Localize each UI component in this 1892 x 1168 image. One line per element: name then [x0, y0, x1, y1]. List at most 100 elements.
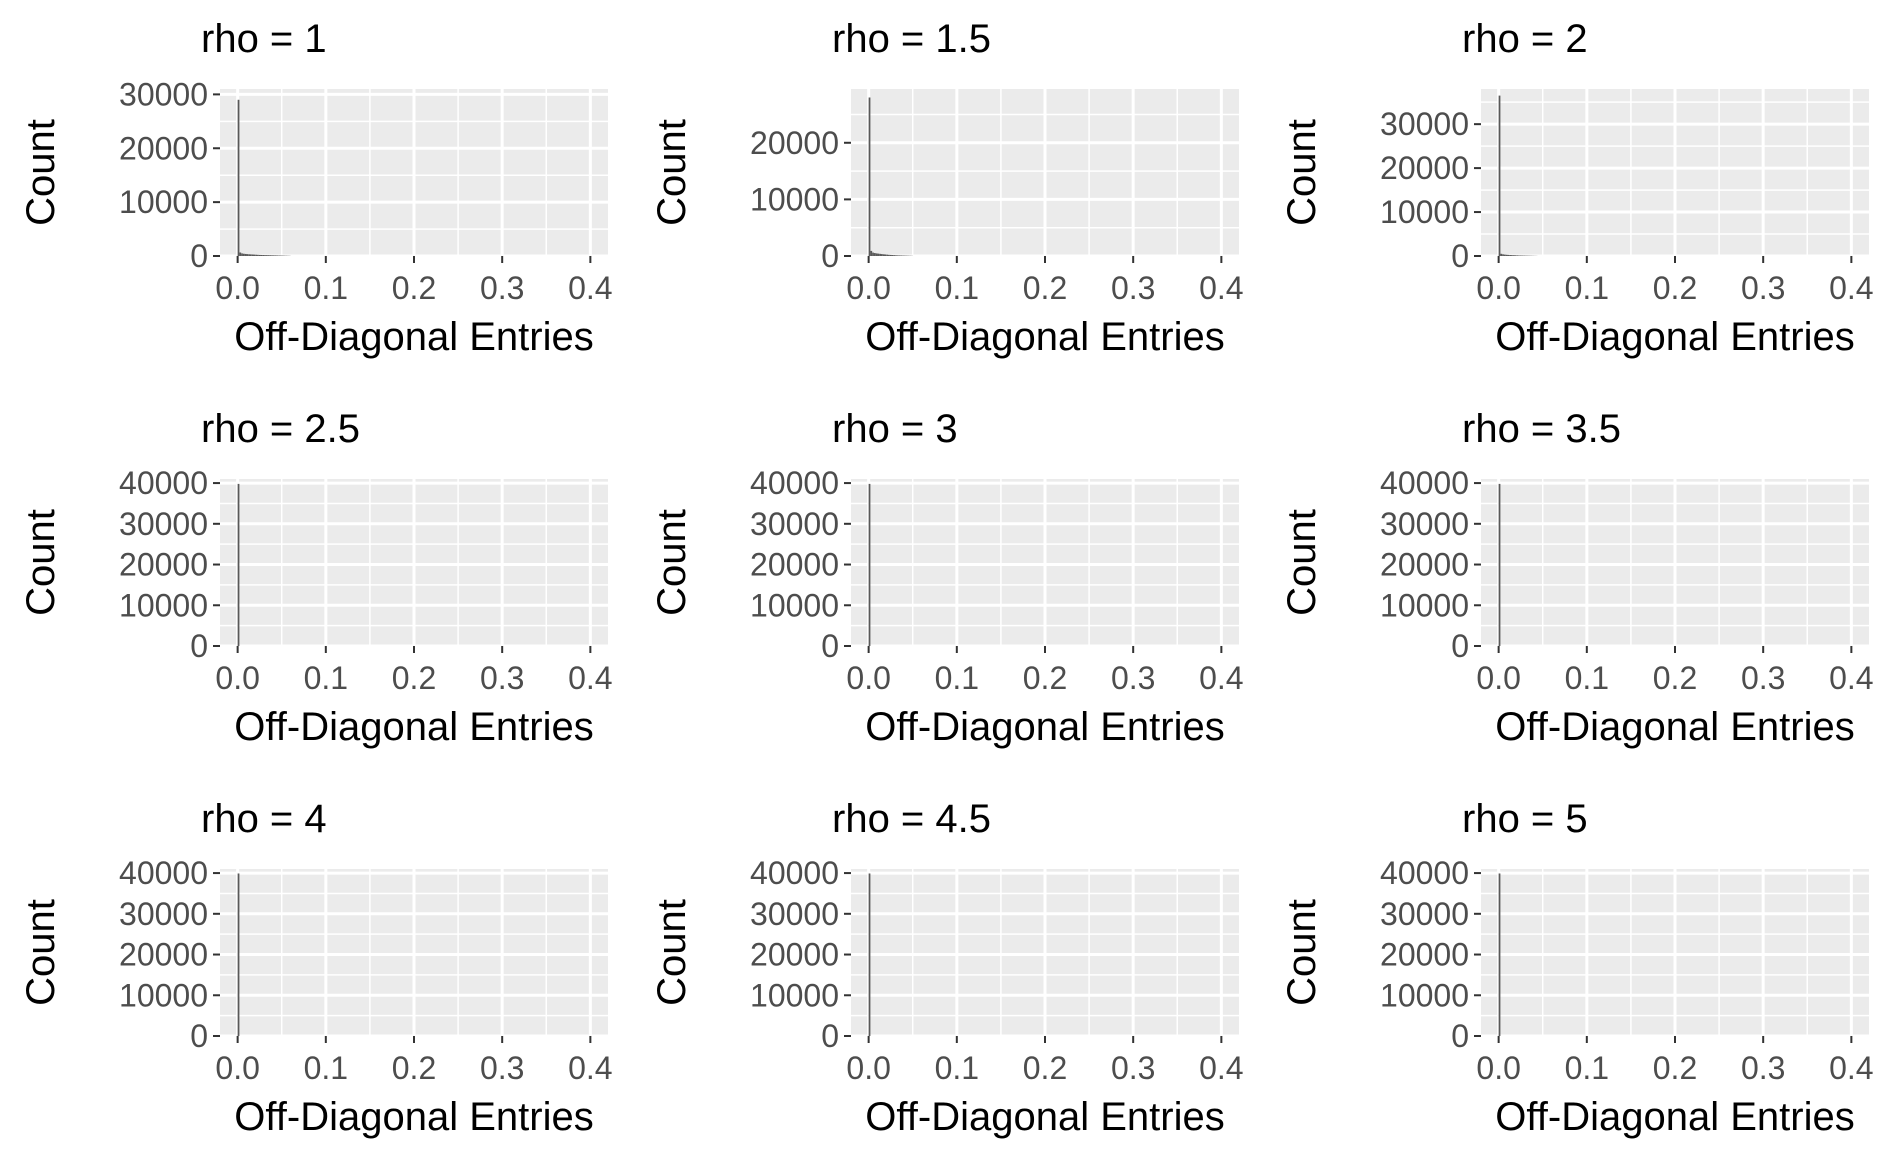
x-tick-label: 0.4: [1829, 1050, 1873, 1086]
histogram-bar: [1518, 255, 1520, 256]
x-tick-label: 0.1: [1565, 270, 1609, 306]
histogram-bar: [896, 255, 899, 256]
histogram-bar: [274, 255, 277, 256]
histogram-bar: [251, 254, 254, 256]
histogram-bar: [244, 253, 247, 256]
histogram-bar: [1507, 254, 1510, 256]
histogram-bar: [1514, 255, 1517, 256]
x-tick-label: 0.2: [392, 660, 436, 696]
y-tick-label: 10000: [119, 587, 208, 623]
histogram-bar: [1512, 255, 1515, 256]
x-tick-label: 0.0: [846, 660, 890, 696]
y-tick-label: 30000: [750, 896, 839, 932]
histogram-bar: [239, 252, 242, 256]
y-tick-label: 10000: [750, 181, 839, 217]
y-tick-label: 40000: [1380, 465, 1469, 501]
x-tick-label: 0.4: [1199, 270, 1243, 306]
x-axis-title: Off-Diagonal Entries: [234, 705, 593, 749]
panel-title: rho = 4.5: [832, 797, 991, 841]
y-tick-label: 20000: [1380, 547, 1469, 583]
panel-title: rho = 1: [201, 17, 327, 61]
y-tick-label: 0: [821, 1018, 839, 1054]
x-tick-label: 0.4: [1199, 660, 1243, 696]
y-tick-label: 40000: [119, 465, 208, 501]
y-tick-label: 30000: [1380, 106, 1469, 142]
histogram-bar: [868, 97, 871, 257]
y-tick-label: 10000: [750, 587, 839, 623]
x-tick-label: 0.0: [846, 270, 890, 306]
facet-panel-7: rho = 4 0.0 0.1 0.2 0.3 0.4 0 10000 20000 30000 40…: [19, 797, 613, 1139]
y-axis-title: Count: [19, 899, 63, 1006]
x-tick-label: 0.0: [846, 1050, 890, 1086]
panel-title: rho = 3: [832, 407, 958, 451]
panel-title: rho = 2: [1462, 17, 1588, 61]
histogram-bar: [868, 483, 871, 646]
y-tick-label: 30000: [119, 896, 208, 932]
x-tick-label: 0.0: [1476, 660, 1520, 696]
y-tick-label: 40000: [119, 855, 208, 891]
histogram-bar: [246, 254, 249, 256]
x-tick-label: 0.2: [1023, 270, 1067, 306]
x-axis-title: Off-Diagonal Entries: [1495, 705, 1854, 749]
histogram-bar: [1516, 255, 1519, 256]
y-tick-label: 30000: [1380, 896, 1469, 932]
histogram-bar: [1502, 254, 1504, 256]
x-tick-label: 0.1: [304, 1050, 348, 1086]
histogram-bar: [248, 254, 250, 256]
histogram-bar: [872, 252, 874, 256]
y-tick-label: 0: [190, 1018, 208, 1054]
x-tick-label: 0.0: [215, 1050, 259, 1086]
histogram-bar: [260, 254, 263, 256]
x-tick-label: 0.3: [1741, 270, 1785, 306]
histogram-bar: [886, 254, 889, 256]
histogram-bar: [237, 99, 240, 256]
histogram-bar: [237, 483, 240, 646]
x-axis-title: Off-Diagonal Entries: [1495, 1095, 1854, 1139]
y-tick-label: 20000: [119, 130, 208, 166]
x-tick-label: 0.3: [480, 1050, 524, 1086]
panel-title: rho = 1.5: [832, 17, 991, 61]
histogram-bar: [884, 254, 887, 256]
x-tick-label: 0.0: [1476, 1050, 1520, 1086]
histogram-bar: [253, 254, 256, 256]
histogram-bar: [880, 254, 883, 256]
x-tick-label: 0.4: [1829, 270, 1873, 306]
histogram-bar: [242, 253, 245, 256]
x-tick-label: 0.1: [935, 1050, 979, 1086]
x-tick-label: 0.3: [1111, 270, 1155, 306]
x-tick-label: 0.1: [1565, 660, 1609, 696]
y-axis-title: Count: [1280, 119, 1324, 226]
x-tick-label: 0.3: [1741, 1050, 1785, 1086]
y-tick-label: 0: [190, 238, 208, 274]
x-tick-label: 0.2: [392, 1050, 436, 1086]
histogram-bar: [1510, 255, 1513, 256]
facet-panel-1: rho = 1 0.0 0.1 0.2 0.3 0.4 0 10000 20000 30000 Of…: [19, 17, 613, 359]
facet-panel-9: rho = 5 0.0 0.1 0.2 0.3 0.4 0 10000 20000 30000 40…: [1280, 797, 1874, 1139]
y-tick-label: 10000: [1380, 587, 1469, 623]
facet-panel-8: rho = 4.5 0.0 0.1 0.2 0.3 0.4 0 10000 20000 30000…: [650, 797, 1244, 1139]
panel-title: rho = 3.5: [1462, 407, 1621, 451]
y-tick-label: 20000: [1380, 150, 1469, 186]
histogram-bar: [1503, 254, 1506, 256]
x-tick-label: 0.1: [304, 660, 348, 696]
y-tick-label: 30000: [119, 506, 208, 542]
histogram-bar: [264, 255, 266, 256]
histogram-bar: [1500, 253, 1503, 256]
y-axis-title: Count: [650, 899, 694, 1006]
histogram-bar: [1498, 873, 1501, 1036]
x-tick-label: 0.2: [1653, 660, 1697, 696]
y-tick-label: 0: [1451, 238, 1469, 274]
x-tick-label: 0.3: [1111, 660, 1155, 696]
x-tick-label: 0.0: [215, 660, 259, 696]
histogram-bar: [255, 254, 258, 256]
x-tick-label: 0.4: [568, 270, 612, 306]
histogram-bar: [276, 255, 279, 256]
y-tick-label: 40000: [750, 465, 839, 501]
x-tick-label: 0.4: [1199, 1050, 1243, 1086]
y-axis-title: Count: [650, 119, 694, 226]
x-tick-label: 0.2: [1023, 660, 1067, 696]
y-tick-label: 20000: [750, 937, 839, 973]
histogram-bar: [898, 255, 901, 256]
x-tick-label: 0.4: [568, 1050, 612, 1086]
histogram-bar: [1498, 483, 1501, 646]
